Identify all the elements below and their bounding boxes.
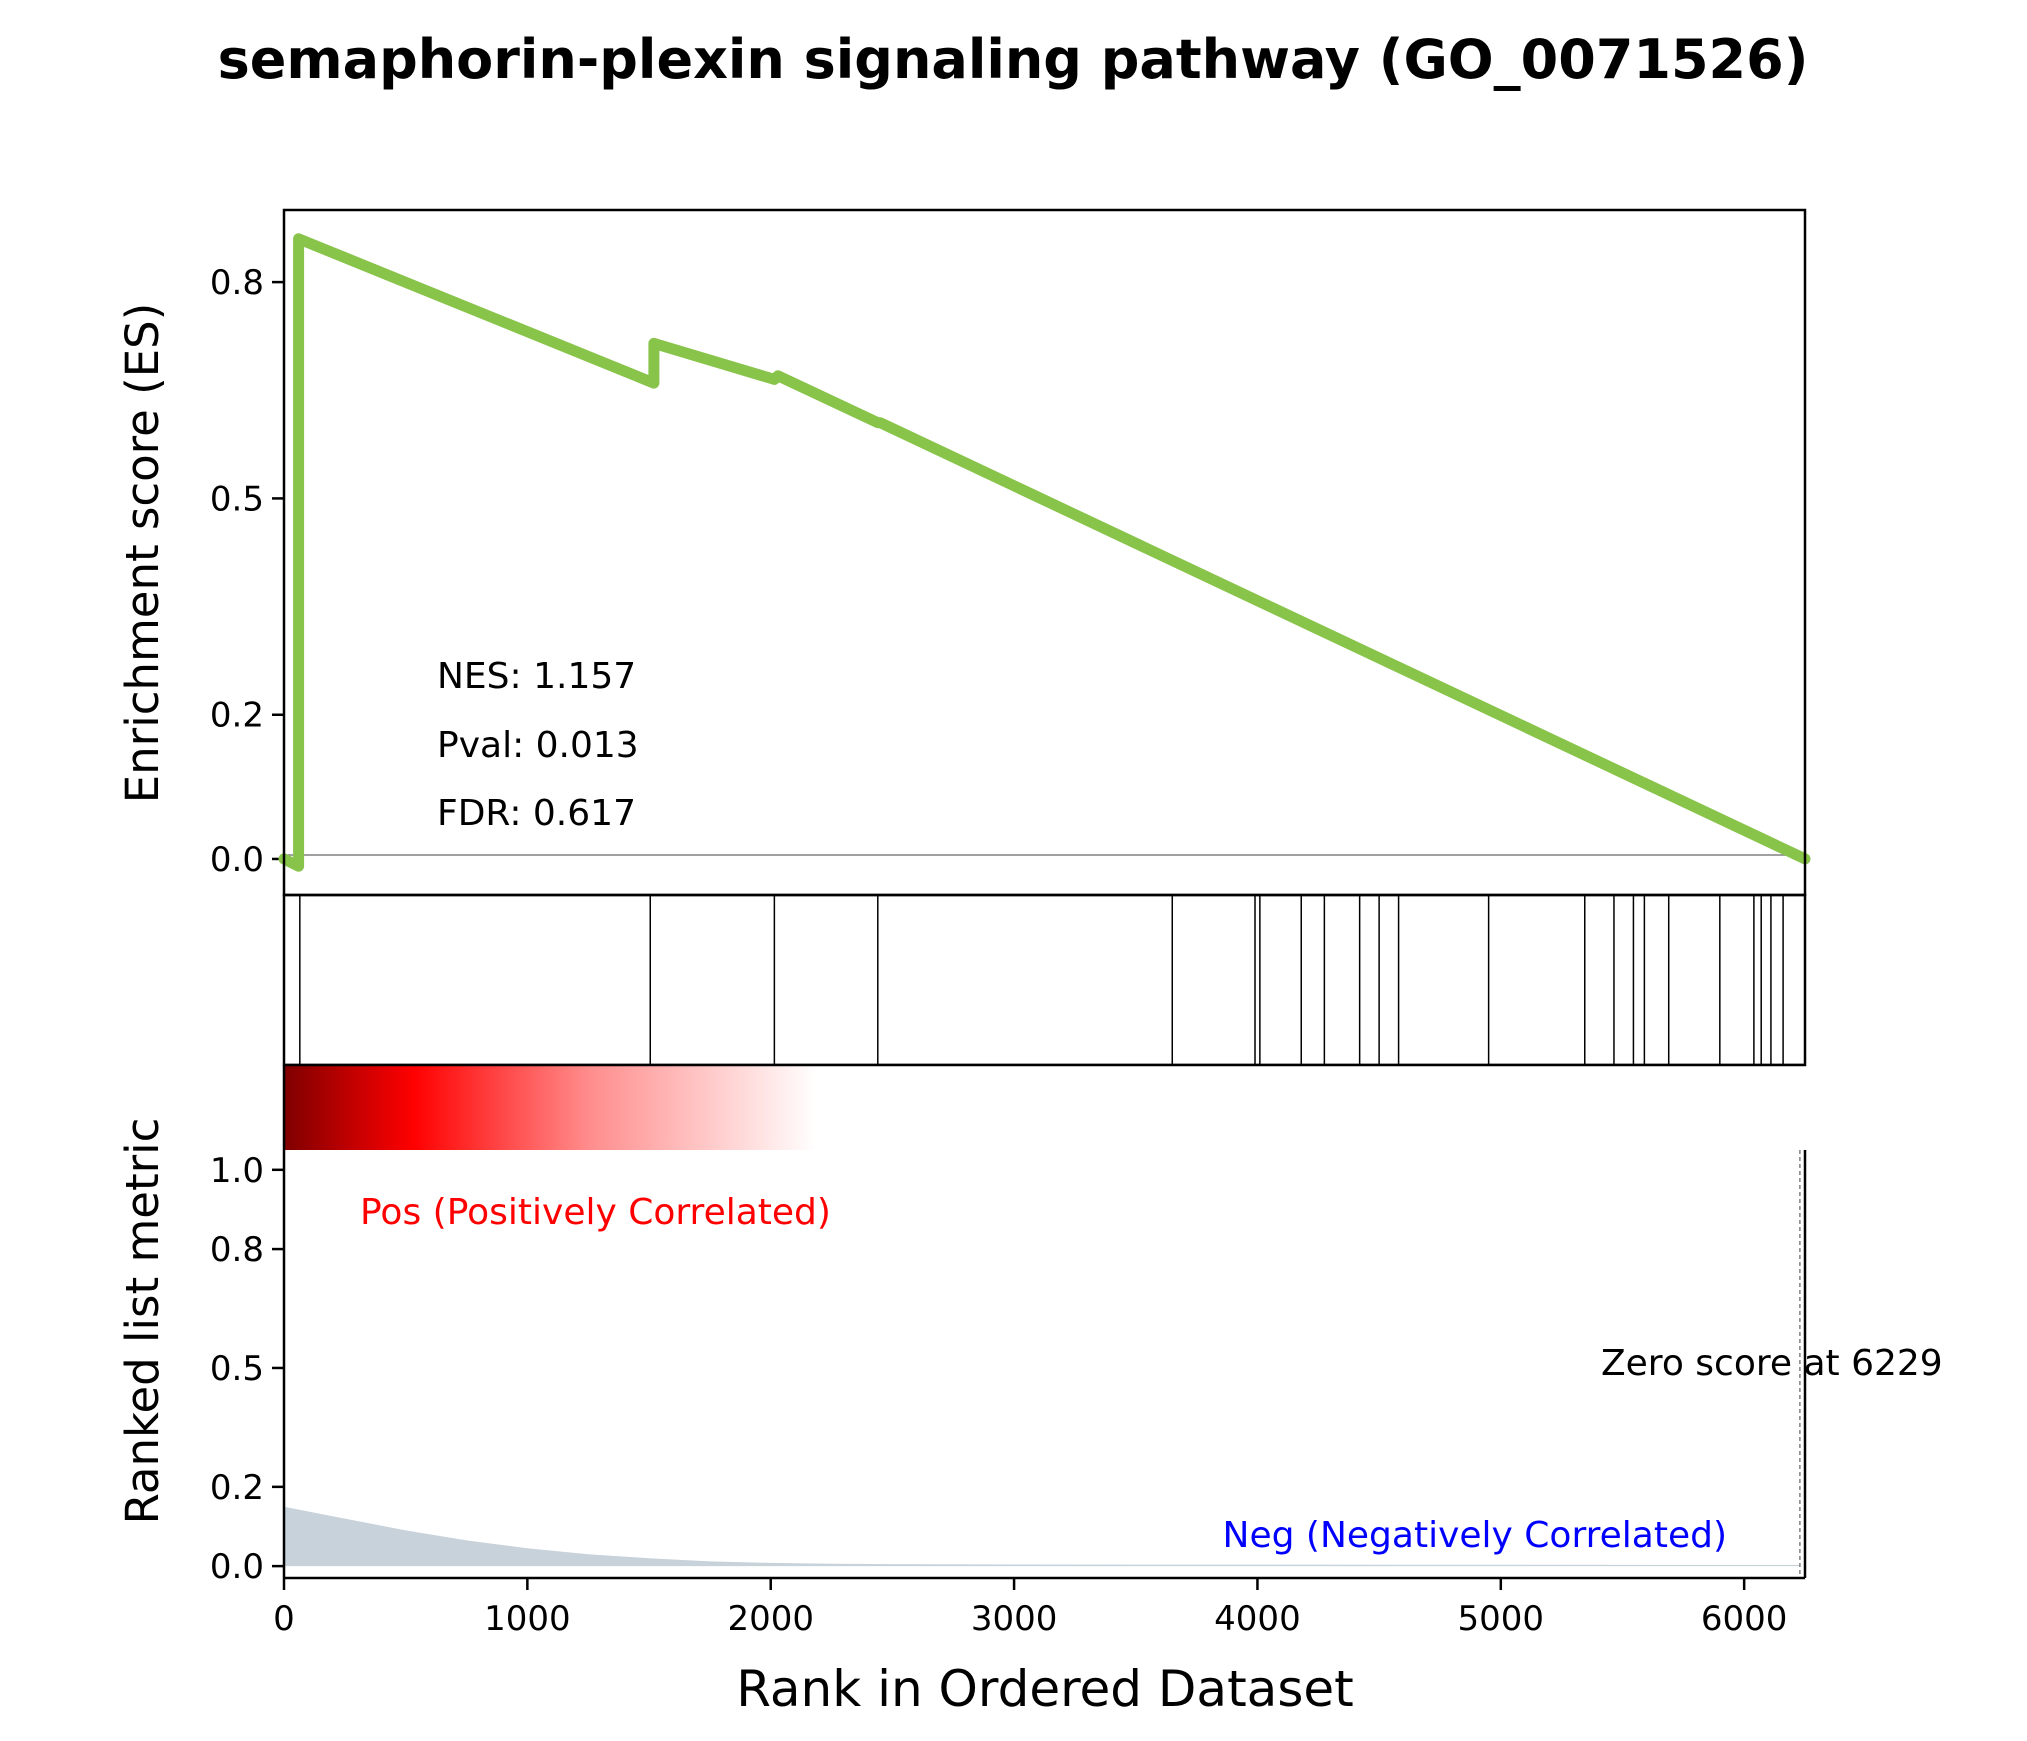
hits-panel-frame xyxy=(282,893,1807,1067)
es-y-ticks: 0.0 0.2 0.5 0.8 xyxy=(210,263,284,880)
es-y-tick-label: 0.5 xyxy=(210,479,264,519)
neg-label: Neg (Negatively Correlated) xyxy=(1223,1515,1727,1556)
x-tick-label: 0 xyxy=(273,1599,295,1639)
metric-panel: Zero score at 6229 Pos (Positively Corre… xyxy=(116,1063,1943,1639)
es-y-tick-label: 0.2 xyxy=(210,696,264,736)
x-tick-label: 6000 xyxy=(1701,1599,1788,1639)
x-tick-label: 4000 xyxy=(1214,1599,1301,1639)
x-axis-label: Rank in Ordered Dataset xyxy=(736,1660,1353,1718)
x-tick-label: 3000 xyxy=(971,1599,1058,1639)
metric-y-tick-label: 1.0 xyxy=(210,1151,264,1191)
x-tick-label: 5000 xyxy=(1458,1599,1545,1639)
x-tick-label: 2000 xyxy=(727,1599,814,1639)
x-axis-ticks: 0 1000 2000 3000 4000 5000 6000 xyxy=(273,1578,1787,1639)
pos-label: Pos (Positively Correlated) xyxy=(360,1192,831,1233)
es-curve xyxy=(278,233,1811,872)
metric-y-tick-label: 0.0 xyxy=(210,1547,264,1587)
heatmap-bar xyxy=(284,1065,1805,1150)
es-y-tick-label: 0.8 xyxy=(210,263,264,303)
metric-y-ticks: 0.0 0.2 0.5 0.8 1.0 xyxy=(210,1151,284,1587)
zero-score-label: Zero score at 6229 xyxy=(1601,1343,1943,1384)
es-y-tick-label: 0.0 xyxy=(210,840,264,880)
hits-panel xyxy=(282,893,1807,1067)
es-y-axis-label: Enrichment score (ES) xyxy=(116,303,169,804)
metric-y-tick-label: 0.2 xyxy=(210,1468,264,1508)
es-annotation-pval: Pval: 0.013 xyxy=(437,725,639,766)
metric-area xyxy=(284,1506,1800,1567)
chart-title: semaphorin-plexin signaling pathway (GO_… xyxy=(218,28,1809,91)
es-annotation-nes: NES: 1.157 xyxy=(437,656,636,697)
es-panel: 0.0 0.2 0.5 0.8 NES: 1.157 Pval: 0.013 FDR:… xyxy=(116,208,1811,897)
metric-y-tick-label: 0.5 xyxy=(210,1349,264,1389)
hit-lines xyxy=(299,895,1784,1065)
metric-y-tick-label: 0.8 xyxy=(210,1230,264,1270)
x-tick-label: 1000 xyxy=(484,1599,571,1639)
es-annotation-fdr: FDR: 0.617 xyxy=(437,793,636,834)
metric-y-axis-label: Ranked list metric xyxy=(116,1118,169,1525)
